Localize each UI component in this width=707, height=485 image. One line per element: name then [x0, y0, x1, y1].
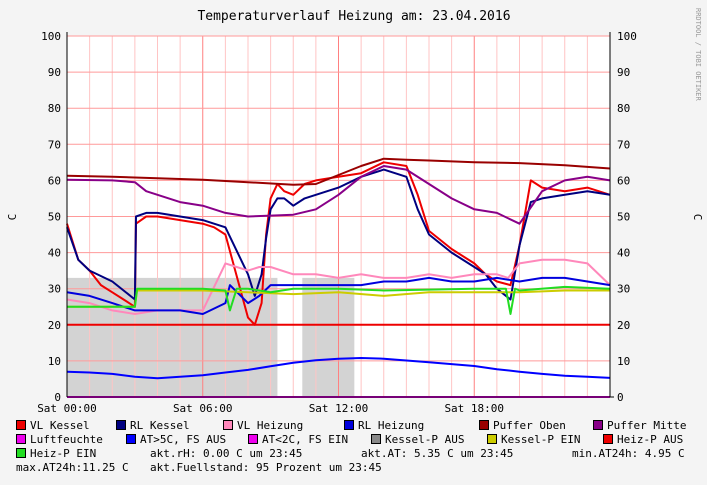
legend-swatch [603, 434, 613, 444]
y-tick-label-right: 10 [617, 355, 630, 368]
y-tick-label-right: 60 [617, 174, 630, 187]
legend-item: VL Kessel [16, 419, 90, 432]
series-lines [66, 157, 611, 398]
y-tick-label-right: 90 [617, 66, 630, 79]
axes: 0 0 10 10 20 20 30 30 40 40 50 50 60 60 70 70 80 80 90 90 10… [37, 30, 637, 415]
y-tick-label-right: 80 [617, 102, 630, 115]
y-tick-label-left: 100 [41, 30, 61, 43]
y-axis-label-left: C [6, 214, 19, 221]
legend-swatch [16, 448, 26, 458]
legend-item: Puffer Oben [479, 419, 566, 432]
series-line-3 [66, 276, 611, 315]
y-tick-label-right: 100 [617, 30, 637, 43]
legend-item: VL Heizung [223, 419, 303, 432]
legend-swatch [16, 420, 26, 430]
legend-item: Kessel-P AUS [371, 433, 464, 446]
shaded-region-1 [302, 277, 355, 397]
series-line-1 [66, 168, 611, 301]
legend-label: Kessel-P AUS [385, 433, 465, 446]
legend-swatch [223, 420, 233, 430]
legend-label: Luftfeuchte [30, 433, 103, 446]
legend-swatch [371, 434, 381, 444]
y-tick-label-left: 70 [48, 138, 61, 151]
legend-item: Heiz-P EIN [16, 447, 96, 460]
y-tick-label-right: 50 [617, 211, 630, 224]
legend-item: Luftfeuchte [16, 433, 103, 446]
x-tick-label: Sat 06:00 [173, 402, 233, 415]
legend-label: Kessel-P EIN [501, 433, 581, 446]
legend-swatch [479, 420, 489, 430]
y-tick-label-right: 20 [617, 319, 630, 332]
legend-label: Heiz-P AUS [617, 433, 684, 446]
legend-swatch [126, 434, 136, 444]
legend-item: Heiz-P AUS [603, 433, 683, 446]
y-tick-label-left: 40 [48, 247, 61, 260]
legend-swatch [116, 420, 126, 430]
chart-title: Temperaturverlauf Heizung am: 23.04.2016 [197, 9, 510, 24]
info-rh: akt.rH: 0.00 C um 23:45 [150, 447, 303, 460]
series-line-12 [67, 285, 611, 315]
series-line-5 [66, 165, 611, 225]
legend-label: Puffer Oben [493, 419, 566, 432]
watermark: RRDTOOL / TOBI OETIKER [694, 8, 702, 102]
legend-label: Puffer Mitte [607, 419, 687, 432]
legend-item: RL Heizung [344, 419, 424, 432]
y-tick-label-left: 60 [48, 174, 61, 187]
x-tick-label: Sat 00:00 [37, 402, 97, 415]
legend-label: RL Kessel [130, 419, 190, 432]
y-tick-label-left: 90 [48, 66, 61, 79]
legend-item: Puffer Mitte [593, 419, 686, 432]
series-line-7 [66, 357, 611, 380]
legend-label: RL Heizung [358, 419, 425, 432]
x-tick-label: Sat 12:00 [309, 402, 369, 415]
shaded-region-0 [67, 277, 278, 397]
legend-label: AT<2C, FS EIN [262, 433, 349, 446]
legend-item: AT<2C, FS EIN [248, 433, 348, 446]
info-at: akt.AT: 5.35 C um 23:45 [361, 447, 514, 460]
info-fuellstand: akt.Fuellstand: 95 Prozent um 23:45 [150, 461, 382, 474]
y-tick-label-left: 20 [48, 319, 61, 332]
y-tick-label-left: 50 [48, 211, 61, 224]
y-tick-label-right: 30 [617, 283, 630, 296]
legend-swatch [344, 420, 354, 430]
y-tick-label-left: 30 [48, 283, 61, 296]
y-tick-label-right: 40 [617, 247, 630, 260]
y-axis-label-right: C [691, 214, 704, 221]
y-tick-label-left: 80 [48, 102, 61, 115]
y-tick-label-left: 0 [54, 391, 61, 404]
legend-label: Heiz-P EIN [30, 447, 97, 460]
legend-swatch [593, 420, 603, 430]
info-max-at: max.AT24h:11.25 C [16, 461, 129, 474]
legend-label: VL Kessel [30, 419, 90, 432]
x-tick-label: Sat 18:00 [444, 402, 504, 415]
info-min-at: min.AT24h: 4.95 C [572, 447, 685, 460]
legend-label: AT>5C, FS AUS [140, 433, 227, 446]
series-line-4 [66, 157, 611, 186]
legend-item: AT>5C, FS AUS [126, 433, 226, 446]
legend-swatch [487, 434, 497, 444]
y-tick-label-right: 0 [617, 391, 624, 404]
legend-label: VL Heizung [237, 419, 304, 432]
legend-item: Kessel-P EIN [487, 433, 580, 446]
grid [66, 35, 611, 398]
y-tick-label-right: 70 [617, 138, 630, 151]
legend-item: RL Kessel [116, 419, 190, 432]
legend-swatch [248, 434, 258, 444]
legend-swatch [16, 434, 26, 444]
y-tick-label-left: 10 [48, 355, 61, 368]
